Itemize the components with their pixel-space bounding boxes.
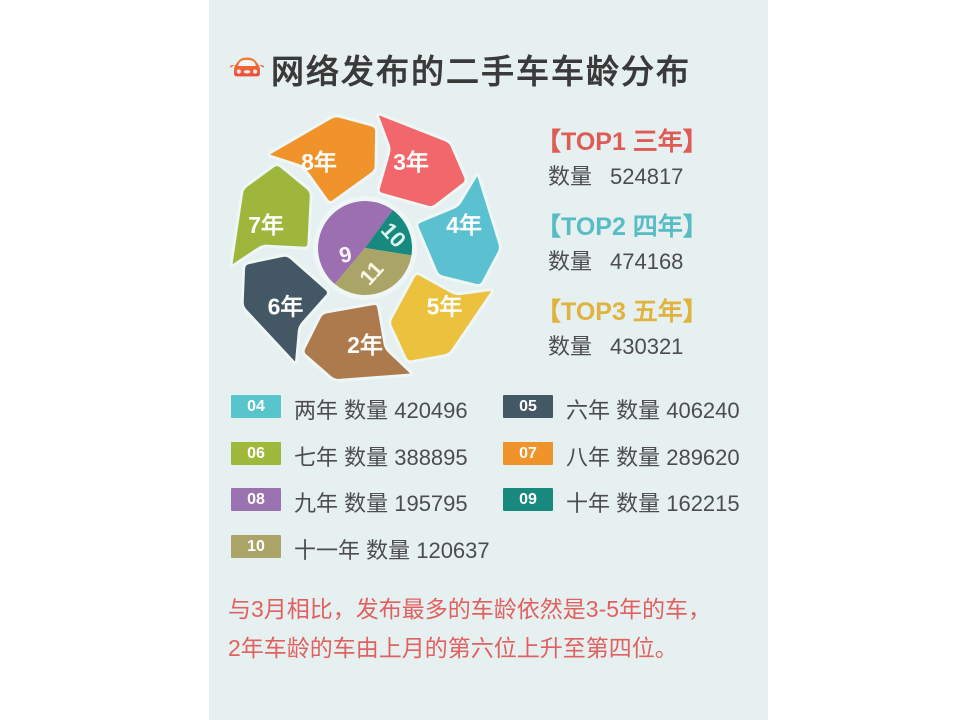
svg-text:5年: 5年 <box>427 294 463 320</box>
svg-text:2年: 2年 <box>347 332 383 358</box>
svg-text:7年: 7年 <box>248 212 284 238</box>
svg-text:8年: 8年 <box>301 149 337 175</box>
svg-text:6年: 6年 <box>268 294 304 320</box>
svg-text:4年: 4年 <box>446 212 482 238</box>
svg-text:3年: 3年 <box>393 149 429 175</box>
